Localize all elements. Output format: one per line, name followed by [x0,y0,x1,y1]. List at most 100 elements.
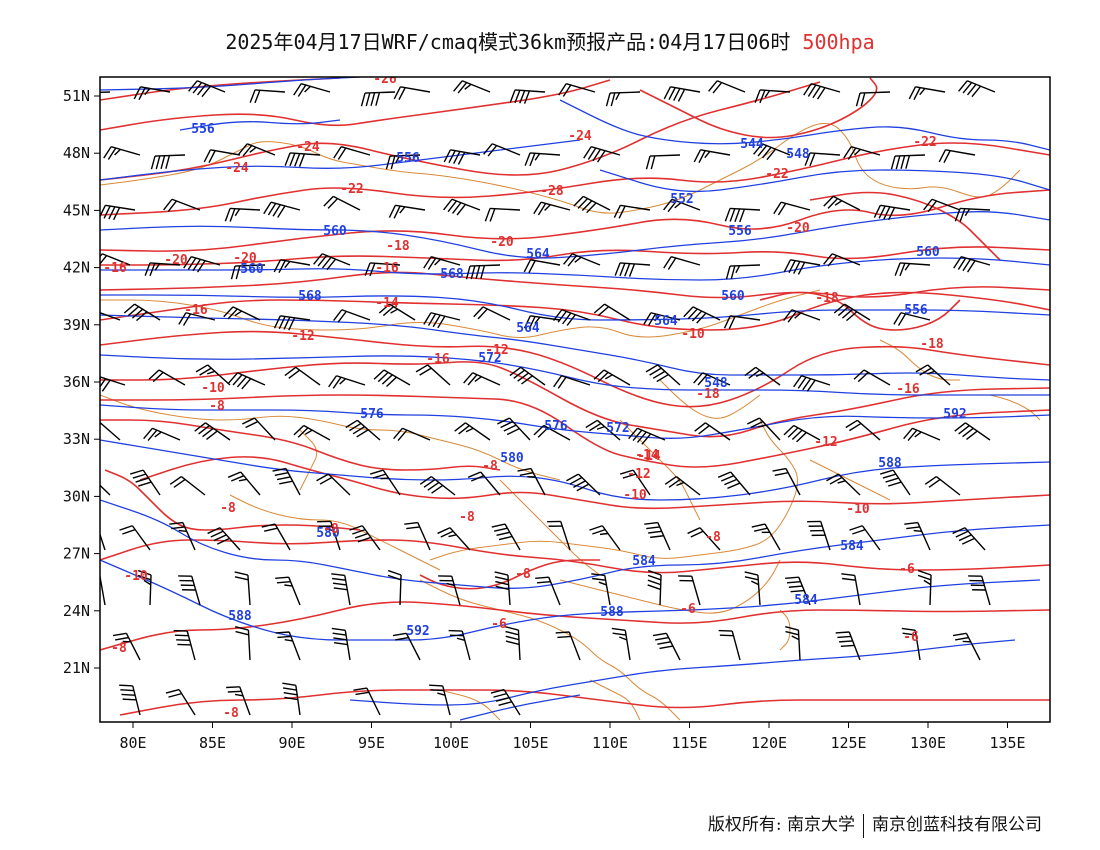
wind-barb [373,369,411,387]
wind-barb [908,86,946,101]
wind-barb [547,520,571,551]
wind-barb [611,627,631,661]
wind-barb [593,369,631,386]
border-line [100,394,561,481]
lon-tick-label: 110E [592,734,628,752]
wind-barb [465,264,501,280]
geopotential-isoline [100,211,1050,259]
wind-barb [664,475,701,496]
wind-barb [553,309,591,326]
wind-barb [491,523,521,551]
geopotential-isoline [100,499,1050,589]
wind-barb [652,632,681,661]
wind-barb [143,427,181,442]
wind-barb [954,422,991,441]
temperature-label: -14 [635,448,659,463]
wind-barb [593,303,631,321]
wind-barb [855,91,891,107]
wind-barb [952,527,986,551]
wind-barb [535,576,561,606]
wind-barb [438,575,461,606]
wind-barb [150,154,186,170]
wind-barb [100,253,131,266]
temperature-label: -8 [223,706,239,721]
wind-barb [404,521,431,551]
temperature-label: -10 [201,381,225,396]
geopotential-isoline [100,314,1050,381]
wind-barb [345,419,381,441]
temperature-label: -20 [786,221,810,236]
temperature-label: -20 [164,253,188,268]
temperature-label: -18 [920,337,944,352]
temperature-isotherm [100,79,611,131]
wind-barb [563,253,601,267]
lon-tick-label: 100E [433,734,469,752]
wind-barb [415,364,451,386]
temperature-label: -14 [375,296,399,311]
lat-tick-label: 30N [63,487,90,505]
wind-barb [841,573,861,606]
lat-tick-label: 21N [63,659,90,677]
temperature-isotherm [100,189,1050,252]
temperature-isotherm [139,456,1050,510]
wind-barb [261,523,291,551]
wind-barb [723,315,761,330]
wind-barb [591,573,611,606]
wind-barb [178,575,201,606]
wind-barb [100,421,121,441]
geopotential-isoline [349,639,1016,706]
wind-barb [644,521,671,551]
wind-barb [188,80,226,98]
temperature-label: -10 [681,327,705,342]
temperature-isotherm [100,394,1050,468]
wind-barb [429,684,451,716]
border-line [429,419,798,561]
height-label: 584 [840,539,864,554]
height-label: 576 [360,407,384,422]
temperature-label: -24 [568,129,592,144]
wind-barb [645,364,681,386]
wind-barb [112,632,141,661]
temperature-label: -16 [426,352,450,367]
temperature-label: -8 [111,641,127,656]
temperature-label: -18 [815,291,839,306]
geopotential-isoline [100,77,361,91]
temperature-isotherm [100,291,1050,331]
wind-barb [207,527,241,551]
wind-barb [773,201,811,216]
wind-barb [437,527,471,551]
height-label: 560 [323,224,347,239]
lon-tick-label: 130E [910,734,946,752]
wind-barb [454,422,491,441]
height-label: 580 [316,526,340,541]
wind-barb [558,83,596,97]
wind-barb [249,89,286,104]
wind-barb [423,256,461,270]
geopotential-isoline [100,439,1050,501]
height-label: 556 [191,122,215,137]
temperature-label: -8 [515,567,531,582]
height-label: 564 [526,247,550,262]
lat-tick-label: 24N [63,602,90,620]
lat-tick-label: 48N [63,144,90,162]
wind-barb [130,469,161,496]
wind-barb [803,83,841,100]
title-main: 2025年04月17日WRF/cmaq模式36km预报产品:04月17日06时 [225,30,791,54]
temperature-label: -6 [680,602,696,617]
wind-barb [328,375,366,389]
wind-barb [725,264,761,280]
wind-barb [419,475,456,496]
wind-barb [833,303,871,322]
geopotential-isoline [100,559,1041,641]
wind-barb [585,419,621,441]
wind-barb [647,569,662,606]
temperature-label: -12 [485,343,508,358]
wind-barb [423,312,461,329]
wind-barb [663,256,701,270]
wind-barb [349,525,381,551]
footer-right: 南京创蓝科技有限公司 [872,815,1042,835]
lon-tick-label: 85E [199,734,226,752]
height-label: 564 [516,321,540,336]
wind-barb [483,143,521,157]
geopotential-isoline [100,404,1050,439]
